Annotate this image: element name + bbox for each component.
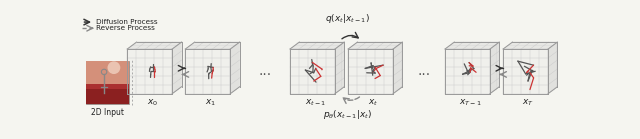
Polygon shape bbox=[490, 42, 499, 94]
Polygon shape bbox=[186, 42, 239, 49]
Polygon shape bbox=[290, 42, 344, 49]
Bar bbox=[86, 87, 129, 104]
Text: $x_{t-1}$: $x_{t-1}$ bbox=[305, 98, 326, 108]
Text: ...: ... bbox=[259, 64, 271, 78]
Circle shape bbox=[108, 61, 120, 74]
Polygon shape bbox=[548, 42, 557, 94]
Polygon shape bbox=[445, 49, 490, 94]
Text: 2D Input: 2D Input bbox=[91, 108, 124, 116]
Text: $x_t$: $x_t$ bbox=[368, 98, 378, 108]
Text: $q(x_t|x_{t-1})$: $q(x_t|x_{t-1})$ bbox=[325, 12, 370, 25]
Polygon shape bbox=[186, 49, 230, 94]
Text: $x_1$: $x_1$ bbox=[205, 98, 216, 108]
Text: $x_T$: $x_T$ bbox=[522, 98, 534, 108]
Polygon shape bbox=[503, 42, 557, 49]
Polygon shape bbox=[348, 49, 393, 94]
Bar bbox=[86, 84, 129, 89]
Polygon shape bbox=[230, 42, 239, 94]
Text: ...: ... bbox=[417, 64, 430, 78]
Polygon shape bbox=[172, 42, 182, 94]
Polygon shape bbox=[127, 49, 172, 94]
Polygon shape bbox=[445, 42, 499, 49]
Text: $x_0$: $x_0$ bbox=[147, 98, 158, 108]
Polygon shape bbox=[348, 42, 403, 49]
Text: $p_\theta(x_{t-1}|x_t)$: $p_\theta(x_{t-1}|x_t)$ bbox=[323, 108, 372, 121]
Text: Diffusion Process: Diffusion Process bbox=[96, 19, 158, 25]
Text: Reverse Process: Reverse Process bbox=[96, 25, 155, 31]
Polygon shape bbox=[290, 49, 335, 94]
Polygon shape bbox=[503, 49, 548, 94]
Polygon shape bbox=[393, 42, 403, 94]
Bar bbox=[86, 61, 129, 85]
Polygon shape bbox=[335, 42, 344, 94]
Bar bbox=[86, 61, 129, 104]
Polygon shape bbox=[127, 42, 182, 49]
Text: $x_{T-1}$: $x_{T-1}$ bbox=[459, 98, 482, 108]
